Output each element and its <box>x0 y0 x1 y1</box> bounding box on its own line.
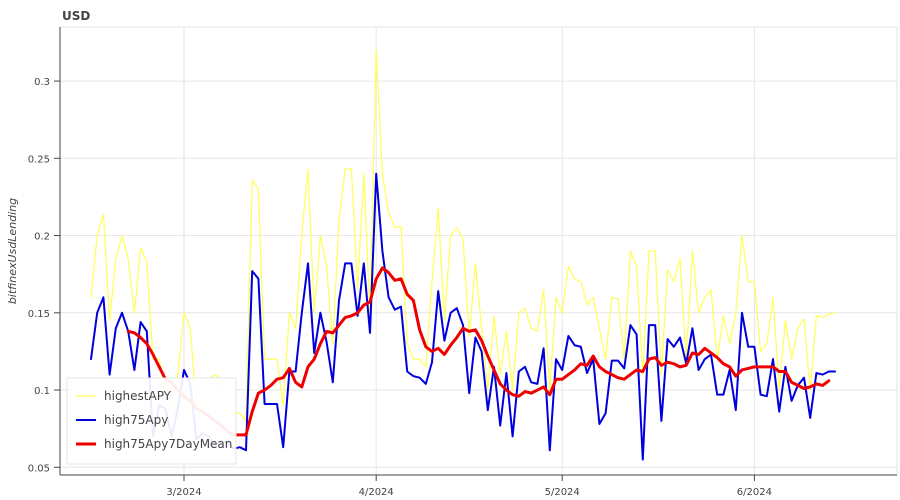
axis-ticks: 0.05 0.1 0.15 0.2 0.25 0.3 3/2024 4/2024 5/2024 6… <box>28 77 772 498</box>
y-tick-label: 0.15 <box>28 309 50 320</box>
y-tick-label: 0.2 <box>34 232 50 243</box>
series-line-high75Apy7DayMean <box>126 266 831 437</box>
y-tick-label: 0.3 <box>34 77 50 88</box>
y-tick-label: 0.1 <box>34 386 50 397</box>
series-line-highestAPY <box>90 49 836 422</box>
chart-title: USD <box>62 9 90 23</box>
legend: highestAPY high75Apy high75Apy7DayMean <box>66 377 237 465</box>
grid <box>60 27 897 475</box>
legend-label: highestAPY <box>104 389 172 403</box>
x-tick-label: 6/2024 <box>737 487 772 498</box>
x-tick-label: 3/2024 <box>166 487 201 498</box>
legend-label: high75Apy <box>104 413 168 427</box>
x-tick-label: 5/2024 <box>545 487 580 498</box>
y-axis-label: bitfinexUsdLending <box>6 198 19 304</box>
x-tick-label: 4/2024 <box>359 487 394 498</box>
legend-label: high75Apy7DayMean <box>104 437 232 451</box>
y-tick-label: 0.25 <box>28 154 50 165</box>
y-tick-label: 0.05 <box>28 463 50 474</box>
